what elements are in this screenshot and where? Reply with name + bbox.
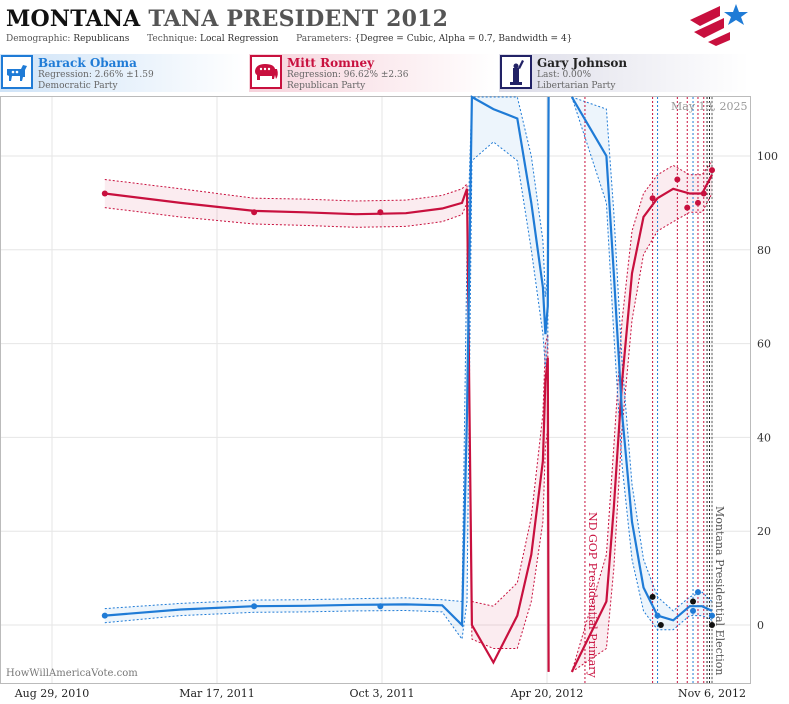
series-line [570,174,713,673]
candidate-name: Gary Johnson [537,56,628,70]
y-tick-label: 0 [757,619,764,632]
candidate-party: Libertarian Party [537,81,616,91]
y-tick-label: 100 [757,150,778,163]
band-upper [571,96,713,612]
band-lower [571,193,713,673]
event-lines: ND GOP Presidential Primary Montana Presi… [584,97,726,683]
data-point [657,622,664,628]
poll-points [101,167,715,628]
y-tick-label: 60 [757,338,771,351]
data-point [709,612,715,619]
data-point [709,167,715,174]
data-point [649,593,656,600]
site-watermark[interactable]: HowWillAmericaVote.com [6,668,138,679]
confidence-band [104,179,549,672]
series-lines [104,95,713,673]
y-tick-label: 40 [757,431,771,444]
band-lower [104,96,550,641]
candidate-stat: Last: 0.00% [537,70,592,80]
parameters-value: {Degree = Cubic, Alpha = 0.7, Bandwidth … [354,34,573,44]
candidate-name: Mitt Romney [287,56,375,70]
data-point [649,195,656,202]
candidate-romney[interactable]: Mitt Romney Regression: 96.62% ±2.36 Rep… [249,54,496,92]
data-point [684,204,691,211]
state-name: MONTANA [6,6,141,32]
parameters-label: Parameters: [296,34,352,44]
donkey-icon [1,55,33,89]
data-point [709,622,715,628]
series-line [570,96,713,622]
data-point [694,199,701,206]
event-label: ND GOP Presidential Primary [586,512,599,679]
confidence-band [104,97,549,640]
candidate-obama[interactable]: Barack Obama Regression: 2.66% ±1.59 Dem… [0,54,246,92]
plot-frame [0,96,751,684]
candidate-johnson[interactable]: Gary Johnson Last: 0.00% Libertarian Par… [499,54,749,92]
data-point [690,607,697,614]
x-tick-label: Apr 20, 2012 [510,687,584,700]
technique-label: Technique: [147,34,198,44]
chart-parameters: Demographic: Republicans Technique: Loca… [6,34,572,44]
demographic-value: Republicans [73,34,130,44]
candidate-stat: Regression: 2.66% ±1.59 [38,70,154,80]
data-point [251,209,258,216]
candidate-stat: Regression: 96.62% ±2.36 [287,70,409,80]
data-point [101,612,108,619]
x-tick-label: Oct 3, 2011 [349,687,414,700]
band-upper [104,179,550,672]
data-point [674,176,681,183]
y-tick-label: 20 [757,525,771,538]
candidate-name: Barack Obama [38,56,137,70]
event-label: Montana Presidential Election [713,506,726,675]
statue-of-liberty-icon [500,55,532,89]
x-tick-label: Aug 29, 2010 [14,687,90,700]
race-name: TANA PRESIDENT 2012 [148,6,449,32]
band-lower [571,96,713,631]
data-point [101,190,108,197]
x-tick-label: Mar 17, 2011 [179,687,255,700]
data-point [700,190,707,197]
series-line [104,95,550,628]
axis-labels: 0 20 40 60 80 100 Aug 29, 2010 Mar 17, 2011 Oct … [14,150,778,700]
date-stamp: May 13, 2025 [671,100,748,113]
data-point [251,603,258,610]
candidate-party: Democratic Party [38,81,118,91]
data-point [377,603,384,610]
elephant-icon [250,55,282,89]
demographic-label: Demographic: [6,34,71,44]
technique-value: Local Regression [200,34,279,44]
candidate-party: Republican Party [287,81,366,91]
band-upper [104,96,550,610]
x-tick-label: Nov 6, 2012 [678,687,746,700]
star-flag-logo-icon[interactable] [686,2,750,48]
y-tick-label: 80 [757,244,771,257]
page-title: MONTANA TANA PRESIDENT 2012 [6,6,448,32]
data-point [690,598,697,605]
data-point [377,209,384,216]
series-line [104,188,550,672]
data-point [694,589,701,596]
data-point [654,612,661,619]
